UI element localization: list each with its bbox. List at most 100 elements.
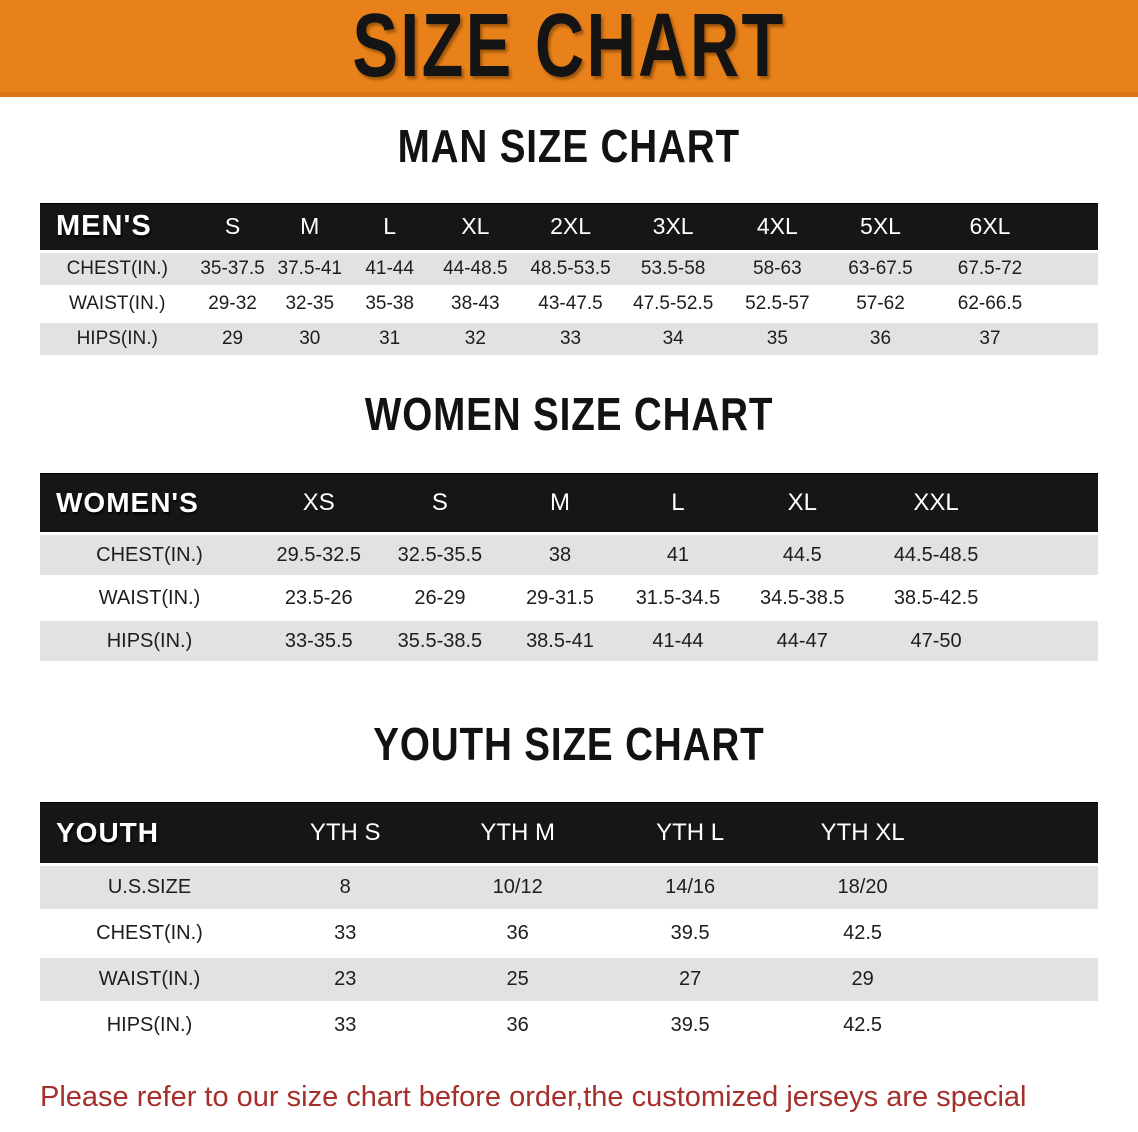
filler-cell bbox=[1004, 621, 1098, 661]
size-value-cell: 29.5-32.5 bbox=[259, 535, 379, 575]
size-value-cell: 44.5-48.5 bbox=[867, 535, 1005, 575]
size-header-row: MEN'S S M L XL 2XL 3XL 4XL 5XL 6XL bbox=[40, 203, 1098, 250]
size-value-cell: 29 bbox=[776, 958, 949, 1001]
size-value-cell: 39.5 bbox=[603, 1004, 777, 1047]
size-value-cell: 57-62 bbox=[829, 288, 932, 320]
size-column-header: YTH S bbox=[259, 802, 432, 863]
size-value-cell: 37 bbox=[931, 323, 1049, 355]
size-value-cell: 35-37.5 bbox=[194, 253, 271, 285]
size-column-header: 5XL bbox=[829, 203, 932, 250]
table-corner-label: MEN'S bbox=[40, 203, 195, 250]
disclaimer-line-1: Please refer to our size chart before or… bbox=[40, 1081, 1027, 1132]
row-label: CHEST(IN.) bbox=[40, 253, 195, 285]
size-value-cell: 52.5-57 bbox=[725, 288, 830, 320]
filler-header-cell bbox=[1048, 203, 1098, 250]
measurement-row: WAIST(IN.) 29-32 32-35 35-38 38-43 43-47.5 47.… bbox=[40, 288, 1098, 320]
row-label: WAIST(IN.) bbox=[40, 288, 195, 320]
size-value-cell: 32.5-35.5 bbox=[378, 535, 502, 575]
womens-section-heading: WOMEN SIZE CHART bbox=[0, 391, 1138, 449]
size-value-cell: 44.5 bbox=[737, 535, 868, 575]
size-value-cell: 36 bbox=[829, 323, 932, 355]
measurement-row: CHEST(IN.) 29.5-32.5 32.5-35.5 38 41 44.5 44.5… bbox=[40, 535, 1098, 575]
mens-size-table: MEN'S S M L XL 2XL 3XL 4XL 5XL 6XL CHEST(IN.) 35-37… bbox=[40, 200, 1098, 358]
size-value-cell: 29-31.5 bbox=[501, 578, 619, 618]
size-value-cell: 18/20 bbox=[776, 866, 949, 909]
size-value-cell: 25 bbox=[431, 958, 604, 1001]
size-column-header: YTH L bbox=[603, 802, 777, 863]
size-value-cell: 37.5-41 bbox=[270, 253, 349, 285]
size-value-cell: 38 bbox=[501, 535, 619, 575]
size-column-header: XL bbox=[737, 473, 868, 532]
size-value-cell: 38.5-41 bbox=[501, 621, 619, 661]
youth-section-heading: YOUTH SIZE CHART bbox=[0, 721, 1138, 779]
measurement-row: HIPS(IN.) 33 36 39.5 42.5 bbox=[40, 1004, 1098, 1047]
filler-header-cell bbox=[1004, 473, 1098, 532]
size-value-cell: 58-63 bbox=[725, 253, 830, 285]
size-header-row: WOMEN'S XS S M L XL XXL bbox=[40, 473, 1098, 532]
size-value-cell: 32 bbox=[430, 323, 521, 355]
size-value-cell: 35 bbox=[725, 323, 830, 355]
womens-section-heading-text: WOMEN SIZE CHART bbox=[364, 388, 774, 440]
size-value-cell: 8 bbox=[259, 866, 432, 909]
size-column-header: S bbox=[378, 473, 502, 532]
row-label: WAIST(IN.) bbox=[40, 958, 259, 1001]
size-column-header: M bbox=[501, 473, 619, 532]
size-column-header: 2XL bbox=[520, 203, 621, 250]
filler-cell bbox=[948, 912, 1098, 955]
table-corner-label: WOMEN'S bbox=[40, 473, 259, 532]
size-value-cell: 32-35 bbox=[270, 288, 349, 320]
size-column-header: XS bbox=[259, 473, 379, 532]
filler-cell bbox=[1048, 253, 1098, 285]
size-value-cell: 39.5 bbox=[603, 912, 777, 955]
size-value-cell: 27 bbox=[603, 958, 777, 1001]
youth-section-heading-text: YOUTH SIZE CHART bbox=[373, 718, 765, 770]
size-value-cell: 44-47 bbox=[737, 621, 868, 661]
size-value-cell: 47.5-52.5 bbox=[620, 288, 726, 320]
size-value-cell: 31 bbox=[348, 323, 431, 355]
size-value-cell: 36 bbox=[431, 1004, 604, 1047]
size-value-cell: 48.5-53.5 bbox=[520, 253, 621, 285]
size-value-cell: 53.5-58 bbox=[620, 253, 726, 285]
filler-cell bbox=[1048, 288, 1098, 320]
size-value-cell: 14/16 bbox=[603, 866, 777, 909]
row-label: CHEST(IN.) bbox=[40, 535, 259, 575]
measurement-row: U.S.SIZE 8 10/12 14/16 18/20 bbox=[40, 866, 1098, 909]
size-value-cell: 23 bbox=[259, 958, 432, 1001]
size-column-header: XL bbox=[430, 203, 521, 250]
measurement-row: WAIST(IN.) 23 25 27 29 bbox=[40, 958, 1098, 1001]
size-value-cell: 33-35.5 bbox=[259, 621, 379, 661]
size-value-cell: 33 bbox=[259, 912, 432, 955]
size-value-cell: 33 bbox=[520, 323, 621, 355]
banner: SIZE CHART bbox=[0, 0, 1138, 97]
size-column-header: L bbox=[618, 473, 738, 532]
size-value-cell: 30 bbox=[270, 323, 349, 355]
banner-title: SIZE CHART bbox=[352, 0, 786, 96]
size-value-cell: 31.5-34.5 bbox=[618, 578, 738, 618]
size-value-cell: 63-67.5 bbox=[829, 253, 932, 285]
filler-cell bbox=[948, 1004, 1098, 1047]
size-value-cell: 33 bbox=[259, 1004, 432, 1047]
disclaimer-note: Please refer to our size chart before or… bbox=[40, 1074, 1118, 1132]
size-value-cell: 23.5-26 bbox=[259, 578, 379, 618]
size-value-cell: 41-44 bbox=[618, 621, 738, 661]
measurement-row: CHEST(IN.) 33 36 39.5 42.5 bbox=[40, 912, 1098, 955]
size-value-cell: 26-29 bbox=[378, 578, 502, 618]
measurement-row: CHEST(IN.) 35-37.5 37.5-41 41-44 44-48.5 48.5… bbox=[40, 253, 1098, 285]
row-label: HIPS(IN.) bbox=[40, 1004, 259, 1047]
size-value-cell: 35-38 bbox=[348, 288, 431, 320]
size-value-cell: 41 bbox=[618, 535, 738, 575]
measurement-row: HIPS(IN.) 29 30 31 32 33 34 35 36 37 bbox=[40, 323, 1098, 355]
row-label: U.S.SIZE bbox=[40, 866, 259, 909]
mens-section-heading-text: MAN SIZE CHART bbox=[397, 120, 741, 172]
size-value-cell: 47-50 bbox=[867, 621, 1005, 661]
row-label: CHEST(IN.) bbox=[40, 912, 259, 955]
filler-header-cell bbox=[948, 802, 1098, 863]
size-column-header: YTH M bbox=[431, 802, 604, 863]
filler-cell bbox=[1004, 535, 1098, 575]
size-value-cell: 43-47.5 bbox=[520, 288, 621, 320]
size-value-cell: 38-43 bbox=[430, 288, 521, 320]
size-column-header: YTH XL bbox=[776, 802, 949, 863]
row-label: HIPS(IN.) bbox=[40, 621, 259, 661]
size-value-cell: 62-66.5 bbox=[931, 288, 1049, 320]
mens-section-heading: MAN SIZE CHART bbox=[0, 123, 1138, 181]
